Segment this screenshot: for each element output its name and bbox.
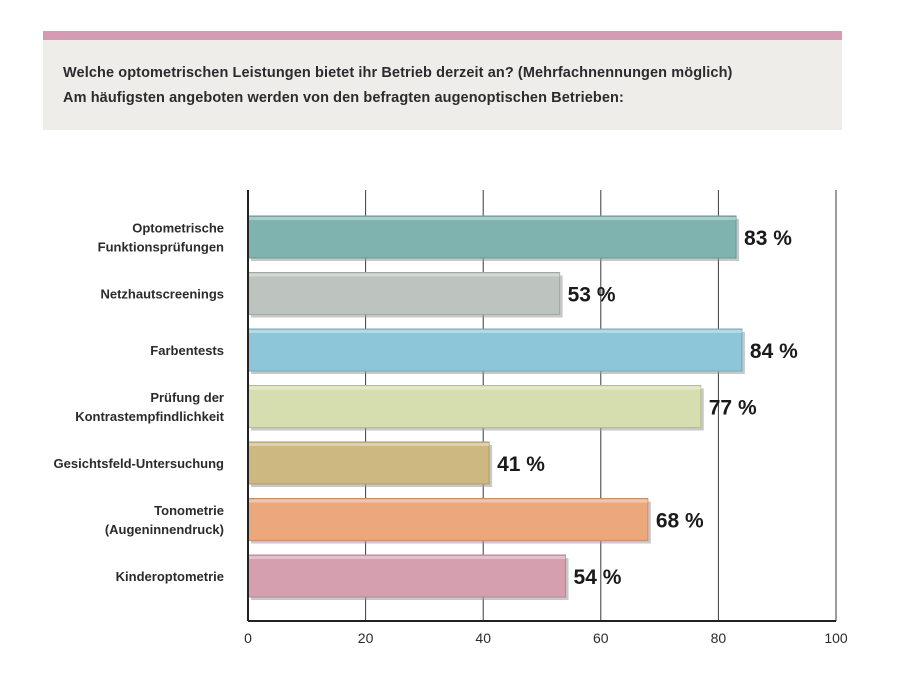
category-label: Tonometrie [154,503,224,518]
category-label: Kontrastempfindlichkeit [75,409,224,424]
header-accent-bar [43,31,842,40]
bars [247,215,745,600]
category-label: Netzhautscreenings [100,287,224,302]
category-label: Gesichtsfeld-Untersuchung [54,456,225,471]
bar [247,441,490,485]
x-tick-label: 80 [711,630,727,646]
value-label: 54 % [574,566,622,589]
bar-highlight [248,330,742,333]
bar-highlight [248,499,648,503]
bar [247,554,567,598]
bar [247,328,743,372]
chart-question: Welche optometrischen Leistungen bietet … [63,65,733,81]
category-label: Prüfung der [150,390,224,405]
category-label: Optometrische [132,221,224,236]
value-label: 84 % [750,340,798,363]
bar [247,385,702,428]
category-label: Farbentests [150,343,224,358]
value-label: 41 % [497,453,545,476]
x-tick-label: 0 [244,630,252,646]
bar [247,498,649,541]
header-box: Welche optometrischen Leistungen bietet … [43,40,842,130]
value-label: 53 % [568,284,616,307]
x-tick-label: 40 [475,630,491,646]
bar-highlight [248,556,566,559]
category-label: (Augeninnendruck) [105,522,224,537]
bar-highlight [248,217,737,220]
category-label: Kinderoptometrie [116,569,224,584]
bar [247,215,737,259]
value-label: 68 % [656,510,704,533]
bar-highlight [248,443,490,446]
x-tick-label: 20 [358,630,374,646]
x-tick-label: 60 [593,630,609,646]
value-label: 77 % [709,397,757,420]
bar-highlight [248,386,701,390]
category-label: Funktionsprüfungen [98,240,224,255]
x-tick-label: 100 [824,630,848,646]
axes [247,190,836,622]
bar-highlight [248,273,560,277]
labels: 0 20 40 60 80 100 Optometrische Funktionsprüfun… [54,221,848,647]
bar [247,272,561,315]
chart-subtitle: Am häufigsten angeboten werden von den b… [63,90,624,106]
value-label: 83 % [744,227,792,250]
